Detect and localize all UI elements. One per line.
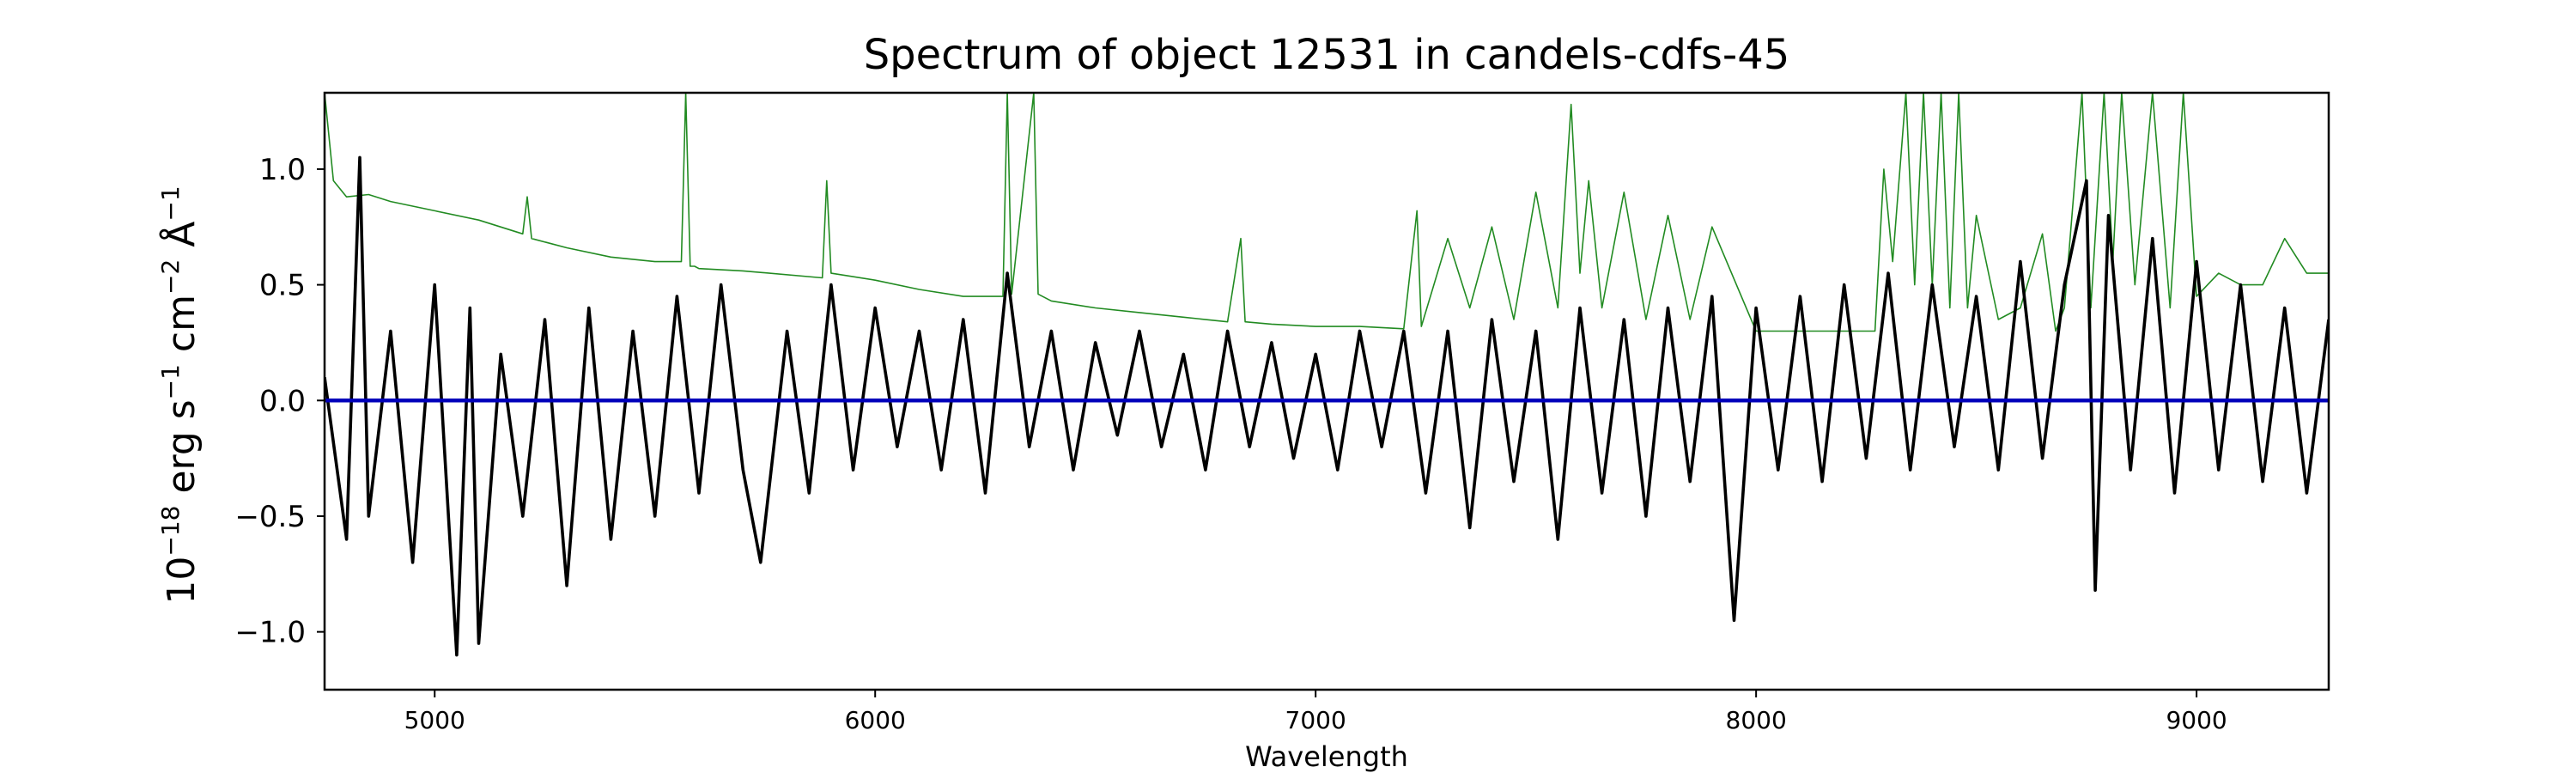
x-tick-label: 7000 [1285,706,1346,734]
y-tick-label: −1.0 [234,616,306,650]
y-label-unit1-exp: −1 [156,364,185,399]
x-tick-label: 5000 [404,706,465,734]
x-axis-label: Wavelength [1245,740,1408,773]
ticks-layer: 5000 6000 7000 8000 9000 −1.0 −0.5 0.0 0.5 1.0 [234,153,2227,734]
chart-title: Spectrum of object 12531 in candels-cdfs… [864,31,1790,79]
error-series-line [325,93,2329,332]
flux-series-line [325,155,2329,657]
plot-frame [323,91,2330,691]
y-axis-label: 10−18 erg s−1 cm−2 Å−1 [156,186,204,604]
y-tick-label: 0.0 [259,384,306,418]
y-tick-label: −0.5 [234,500,306,534]
x-tick-label: 6000 [845,706,906,734]
y-tick-label: 1.0 [259,153,306,187]
y-label-base: 10 [160,557,204,605]
y-tick-label: 0.5 [259,269,306,303]
y-label-unit1: erg s [160,399,204,505]
y-label-unit2: cm [160,295,204,364]
x-tick-label: 8000 [1726,706,1787,734]
y-label-unit3: Å [158,222,204,259]
x-tick-label: 9000 [2166,706,2227,734]
y-label-base-exp: −18 [156,506,185,557]
y-label-unit3-exp: −1 [156,186,185,221]
y-label-unit2-exp: −2 [156,259,185,295]
series-layer [325,93,2329,657]
